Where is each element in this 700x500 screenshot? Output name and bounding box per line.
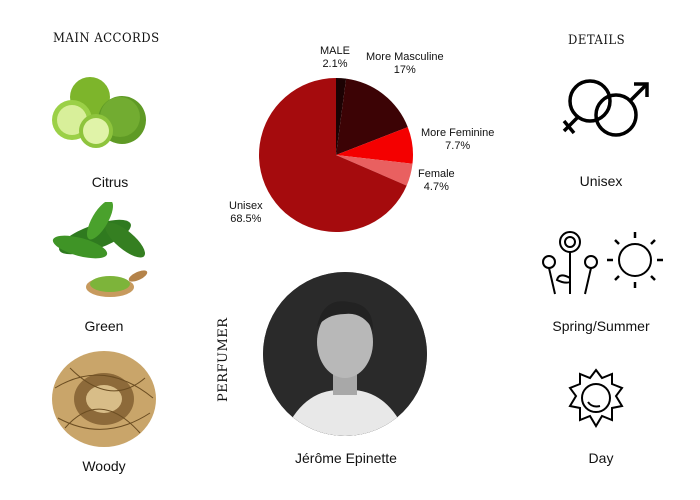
gender-symbols-icon: [558, 75, 654, 145]
pie-label-more-masculine-name: More Masculine: [366, 51, 444, 63]
pie-label-unisex: Unisex 68.5%: [229, 200, 263, 226]
woody-twigs-image: [50, 348, 158, 450]
pie-label-female: Female 4.7%: [418, 168, 455, 194]
perfumer-heading: PERFUMER: [216, 317, 231, 402]
perfumer-name: Jérôme Epinette: [295, 450, 397, 466]
pie-label-more-feminine-name: More Feminine: [421, 127, 495, 139]
pie-label-more-feminine: More Feminine 7.7%: [421, 127, 494, 153]
pie-label-more-feminine-value: 7.7%: [445, 140, 471, 152]
pie-label-female-name: Female: [418, 168, 455, 180]
pie-label-unisex-name: Unisex: [229, 200, 263, 212]
pie-slice-more-feminine: [336, 127, 413, 164]
pie-label-unisex-value: 68.5%: [230, 213, 262, 225]
gender-pie-chart: [259, 78, 413, 232]
citrus-fruit-image: [50, 75, 150, 150]
pie-label-female-value: 4.7%: [423, 181, 449, 193]
perfumer-photo: [263, 272, 427, 436]
pie-label-more-masculine-value: 17%: [393, 64, 416, 76]
flowers-sun-icon: [537, 228, 673, 296]
details-heading: DETAILS: [568, 33, 626, 48]
sun-icon: [566, 368, 626, 430]
detail-label-spring-summer: Spring/Summer: [552, 318, 650, 334]
pie-label-male: MALE 2.1%: [320, 45, 350, 71]
pie-slice-more-masculine: [336, 78, 408, 155]
pie-slice-female: [336, 155, 413, 186]
main-accords-heading: MAIN ACCORDS: [53, 31, 160, 46]
pie-label-male-name: MALE: [320, 45, 350, 57]
accord-label-citrus: Citrus: [91, 174, 129, 190]
accord-label-green: Green: [84, 318, 124, 334]
detail-label-day: Day: [588, 450, 614, 466]
green-tea-leaves-image: [50, 202, 155, 300]
pie-slice-male: [336, 78, 347, 155]
pie-label-male-value: 2.1%: [322, 58, 348, 70]
pie-slice-unisex: [259, 78, 407, 232]
accord-label-woody: Woody: [82, 458, 126, 474]
detail-label-unisex: Unisex: [579, 173, 623, 189]
pie-label-more-masculine: More Masculine 17%: [366, 51, 444, 77]
